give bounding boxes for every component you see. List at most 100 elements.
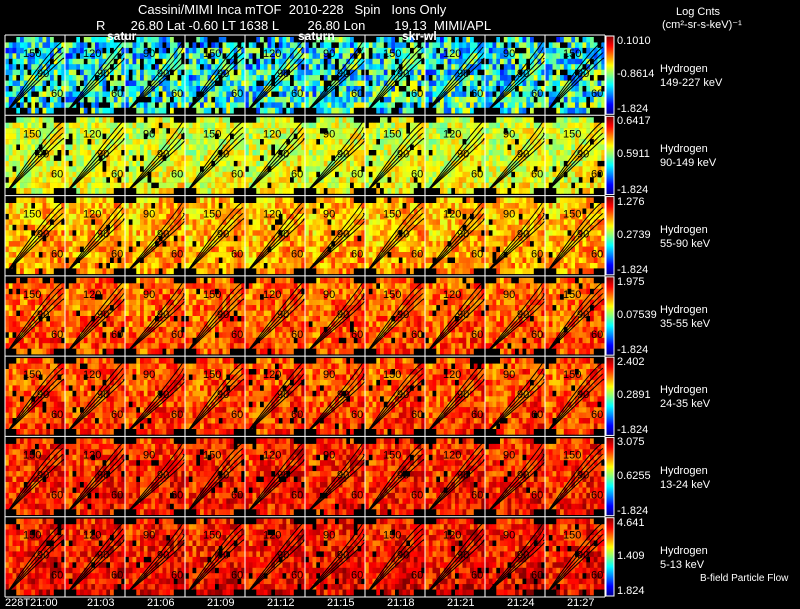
heatmap-cell <box>425 166 429 172</box>
heatmap-cell <box>583 172 587 178</box>
heatmap-cell <box>598 117 602 123</box>
heatmap-cell <box>493 139 497 145</box>
heatmap-cell <box>204 155 208 161</box>
heatmap-cell <box>564 75 568 81</box>
heatmap-cell <box>294 150 298 156</box>
heatmap-cell <box>403 97 407 103</box>
heatmap-cell <box>388 64 392 70</box>
heatmap-cell <box>493 188 497 194</box>
heatmap-cell <box>530 75 534 81</box>
heatmap-cell <box>553 161 557 167</box>
heatmap-cell <box>163 37 167 43</box>
heatmap-cell <box>110 123 114 129</box>
heatmap-cell <box>88 97 92 103</box>
heatmap-cell <box>136 42 140 48</box>
heatmap-cell <box>31 64 35 70</box>
heatmap-cell <box>24 188 28 194</box>
heatmap-cell <box>324 155 328 161</box>
heatmap-cell <box>189 166 193 172</box>
heatmap-cell <box>166 102 170 108</box>
heatmap-cell <box>369 166 373 172</box>
heatmap-cell <box>500 117 504 123</box>
heatmap-cell <box>43 258 47 264</box>
heatmap-cell <box>433 75 437 81</box>
heatmap-cell <box>500 188 504 194</box>
heatmap-cell <box>485 183 489 189</box>
heatmap-cell <box>451 172 455 178</box>
heatmap-cell <box>43 247 47 253</box>
heatmap-cell <box>211 117 215 123</box>
contour-label: 90 <box>37 148 49 160</box>
heatmap-cell <box>309 161 313 167</box>
heatmap-cell <box>309 70 313 76</box>
heatmap-cell <box>448 64 452 70</box>
heatmap-cell <box>376 42 380 48</box>
heatmap-cell <box>485 97 489 103</box>
heatmap-cell <box>69 128 73 134</box>
heatmap-cell <box>200 81 204 87</box>
heatmap-cell <box>80 166 84 172</box>
heatmap-cell <box>260 86 264 92</box>
heatmap-cell <box>316 81 320 87</box>
heatmap-cell <box>365 97 369 103</box>
heatmap-cell <box>193 123 197 129</box>
heatmap-cell <box>575 92 579 98</box>
heatmap-cell <box>95 188 99 194</box>
heatmap-cell <box>286 86 290 92</box>
heatmap-cell <box>58 225 62 231</box>
heatmap-cell <box>28 188 32 194</box>
heatmap-cell <box>403 81 407 87</box>
heatmap-cell <box>193 37 197 43</box>
heatmap-cell <box>418 108 422 114</box>
heatmap-cell <box>526 53 530 59</box>
heatmap-cell <box>538 108 542 114</box>
heatmap-cell <box>463 108 467 114</box>
heatmap-cell <box>5 75 9 81</box>
heatmap-cell <box>549 123 553 129</box>
heatmap-cell <box>106 102 110 108</box>
heatmap-cell <box>13 268 17 274</box>
heatmap-cell <box>444 108 448 114</box>
heatmap-cell <box>24 258 28 264</box>
heatmap-cell <box>24 108 28 114</box>
heatmap-cell <box>54 161 58 167</box>
heatmap-cell <box>264 150 268 156</box>
heatmap-cell <box>478 161 482 167</box>
heatmap-cell <box>286 188 290 194</box>
heatmap-cell <box>478 70 482 76</box>
heatmap-cell <box>388 177 392 183</box>
heatmap-cell <box>245 48 249 54</box>
heatmap-cell <box>358 102 362 108</box>
heatmap-cell <box>579 161 583 167</box>
heatmap-cell <box>305 97 309 103</box>
heatmap-cell <box>384 37 388 43</box>
heatmap-cell <box>54 236 58 242</box>
heatmap-cell <box>294 155 298 161</box>
heatmap-cell <box>586 188 590 194</box>
heatmap-cell <box>549 177 553 183</box>
heatmap-cell <box>9 225 13 231</box>
heatmap-cell <box>84 225 88 231</box>
heatmap-cell <box>84 177 88 183</box>
heatmap-cell <box>31 258 35 264</box>
heatmap-cell <box>478 150 482 156</box>
heatmap-cell <box>406 183 410 189</box>
heatmap-cell <box>373 123 377 129</box>
heatmap-cell <box>493 150 497 156</box>
heatmap-cell <box>523 42 527 48</box>
heatmap-cell <box>556 123 560 129</box>
heatmap-cell <box>24 161 28 167</box>
heatmap-cell <box>9 219 13 225</box>
heatmap-cell <box>271 183 275 189</box>
heatmap-cell <box>159 48 163 54</box>
heatmap-cell <box>178 188 182 194</box>
heatmap-cell <box>350 183 354 189</box>
heatmap-cell <box>163 117 167 123</box>
heatmap-cell <box>43 209 47 215</box>
heatmap-cell <box>189 42 193 48</box>
heatmap-cell <box>223 123 227 129</box>
heatmap-cell <box>305 183 309 189</box>
heatmap-cell <box>313 123 317 129</box>
heatmap-cell <box>39 172 43 178</box>
heatmap-cell <box>65 37 69 43</box>
